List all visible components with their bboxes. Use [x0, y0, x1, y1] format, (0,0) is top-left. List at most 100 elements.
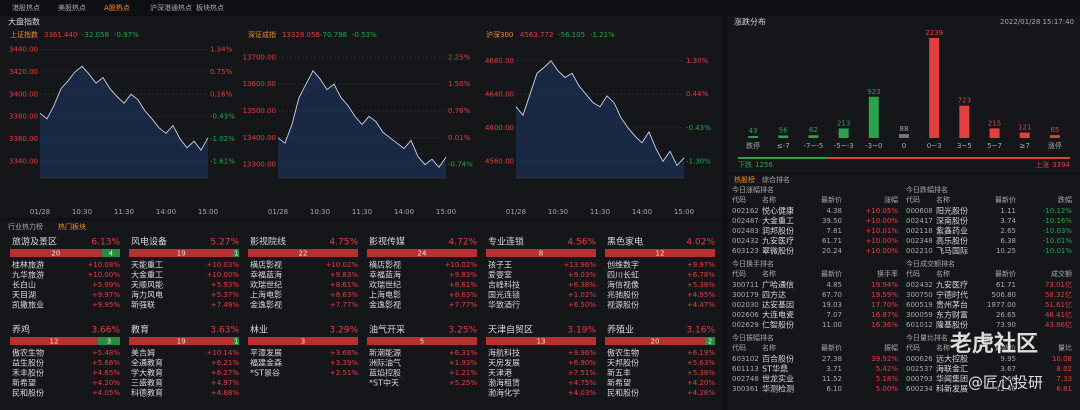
tab[interactable]: 港股热点 [12, 3, 40, 12]
table-cell: 6.10 [826, 385, 842, 393]
tab[interactable]: 板块热点 [196, 3, 224, 12]
up-count: 19 [177, 250, 186, 258]
up-count: 19 [177, 338, 186, 346]
stock-pct: +5.48% [92, 349, 120, 357]
table-cell: 300361 [732, 385, 759, 393]
stock-name: 全通教育 [131, 358, 163, 368]
stock-pct: +5.99% [92, 281, 120, 289]
sector-pct: 3.16% [686, 326, 715, 336]
index-name: 沪深300 [486, 30, 513, 39]
bar-value: 43 [749, 127, 758, 135]
table-cell: 58.32亿 [1045, 290, 1072, 299]
down-ratio [738, 157, 828, 159]
stock-name: 横店影视 [369, 260, 401, 270]
table-cell: 大连电瓷 [762, 310, 794, 320]
tab[interactable]: 沪深港通热点 [150, 3, 192, 12]
distribution-panel [728, 16, 1080, 172]
sector-pct: 3.63% [210, 326, 239, 336]
stock-pct: +10.14% [206, 349, 239, 357]
table-cell: +10.01% [865, 227, 898, 235]
y2-tick-label: 2.25% [448, 53, 471, 61]
stock-name: 爱婴室 [488, 270, 512, 280]
y-tick-label: 4640.00 [485, 90, 514, 98]
stock-pct: +5.63% [687, 359, 715, 367]
stock-name: 益生股份 [12, 358, 44, 368]
bar-category: -5~-3 [834, 142, 854, 150]
stock-name: 天目湖 [12, 291, 36, 300]
table-cell: 39.92% [871, 355, 898, 363]
stock-pct: +4.03% [568, 389, 596, 397]
price-area [516, 60, 684, 178]
stock-name: 渤海化学 [488, 388, 520, 398]
sector-tab[interactable]: 行业热力榜 [8, 222, 43, 231]
down-count-bar [233, 337, 239, 345]
stock-name: 天津港 [488, 368, 512, 378]
up-count: 12 [50, 338, 59, 346]
down-count: 3 [107, 338, 111, 346]
table-cell: 300059 [906, 311, 933, 319]
stock-name: 吉峰科技 [488, 280, 520, 290]
table-cell: 603102 [732, 355, 759, 363]
table-cell: 远大控股 [936, 354, 968, 364]
up-count: 24 [418, 250, 427, 258]
hot-tab[interactable]: 综合排名 [762, 175, 790, 184]
sector-pct: 3.25% [448, 326, 477, 336]
column-header: 最新价 [995, 269, 1016, 278]
table-cell: 300750 [906, 291, 933, 299]
stock-name: 金逸影视 [369, 300, 401, 310]
table-cell: 67.70 [822, 291, 842, 299]
table-cell: 海联金汇 [936, 364, 968, 374]
index-change: -70.798 [320, 31, 347, 39]
table-cell: 1877.00 [987, 301, 1016, 309]
stock-name: 天能重工 [131, 260, 163, 270]
table-cell: 43.86亿 [1045, 320, 1072, 329]
table-cell: 002030 [732, 301, 759, 309]
stock-pct: +9.83% [330, 271, 358, 279]
table-cell: 19.59% [871, 291, 898, 299]
stock-pct: +6.31% [449, 349, 477, 357]
column-header: 代码 [906, 343, 920, 352]
bar [748, 136, 759, 138]
stock-name: 新希望 [607, 378, 631, 388]
stock-name: 幸福蓝海 [250, 270, 282, 280]
y-tick-label: 3360.00 [9, 135, 38, 143]
up-count: 20 [51, 250, 60, 258]
stock-name: 桂林旅游 [12, 260, 44, 270]
column-header: 名称 [762, 195, 776, 204]
table-cell: 300179 [732, 291, 759, 299]
stock-name: 天邦股份 [607, 358, 639, 368]
y-tick-label: 3400.00 [9, 90, 38, 98]
down-count: 4 [109, 250, 114, 258]
stock-name: 上海电影 [369, 290, 401, 300]
bar-category: 涨停 [1048, 141, 1062, 150]
stock-pct: +4.75% [568, 379, 596, 387]
stock-pct: +5.38% [687, 369, 715, 377]
table-cell: 600234 [906, 385, 933, 393]
tab[interactable]: A股热点 [104, 3, 130, 12]
y-tick-label: 13600.00 [243, 80, 276, 88]
stock-name: 长白山 [12, 280, 36, 290]
column-header: 代码 [732, 343, 746, 352]
stock-name: 福建金森 [250, 358, 282, 368]
column-header: 最新价 [821, 343, 842, 352]
table-cell: 2.65 [1000, 227, 1016, 235]
bar-category: 3~5 [957, 142, 972, 150]
bar-category: ≥7 [1020, 142, 1030, 150]
table-cell: 002432 [906, 281, 933, 289]
column-header: 最新价 [821, 269, 842, 278]
column-header: 名称 [936, 195, 950, 204]
tab[interactable]: 美股热点 [58, 3, 86, 12]
stock-pct: +1.93% [449, 359, 477, 367]
stock-name: 国光连锁 [488, 290, 520, 300]
table-cell: 飞马国际 [936, 247, 968, 256]
y2-tick-label: 1.30% [686, 57, 709, 65]
sector-name: 养殖业 [607, 324, 634, 336]
table-cell: 002210 [906, 247, 933, 255]
stock-pct: +6.21% [211, 359, 239, 367]
hot-tab[interactable]: 热股榜 [734, 175, 755, 184]
table-cell: 20.24 [822, 247, 843, 255]
table-cell: 002348 [906, 237, 933, 245]
sector-tab[interactable]: 热门板块 [58, 222, 86, 231]
table-cell: 10.25 [996, 247, 1016, 255]
sector-name: 专业连锁 [488, 236, 524, 248]
